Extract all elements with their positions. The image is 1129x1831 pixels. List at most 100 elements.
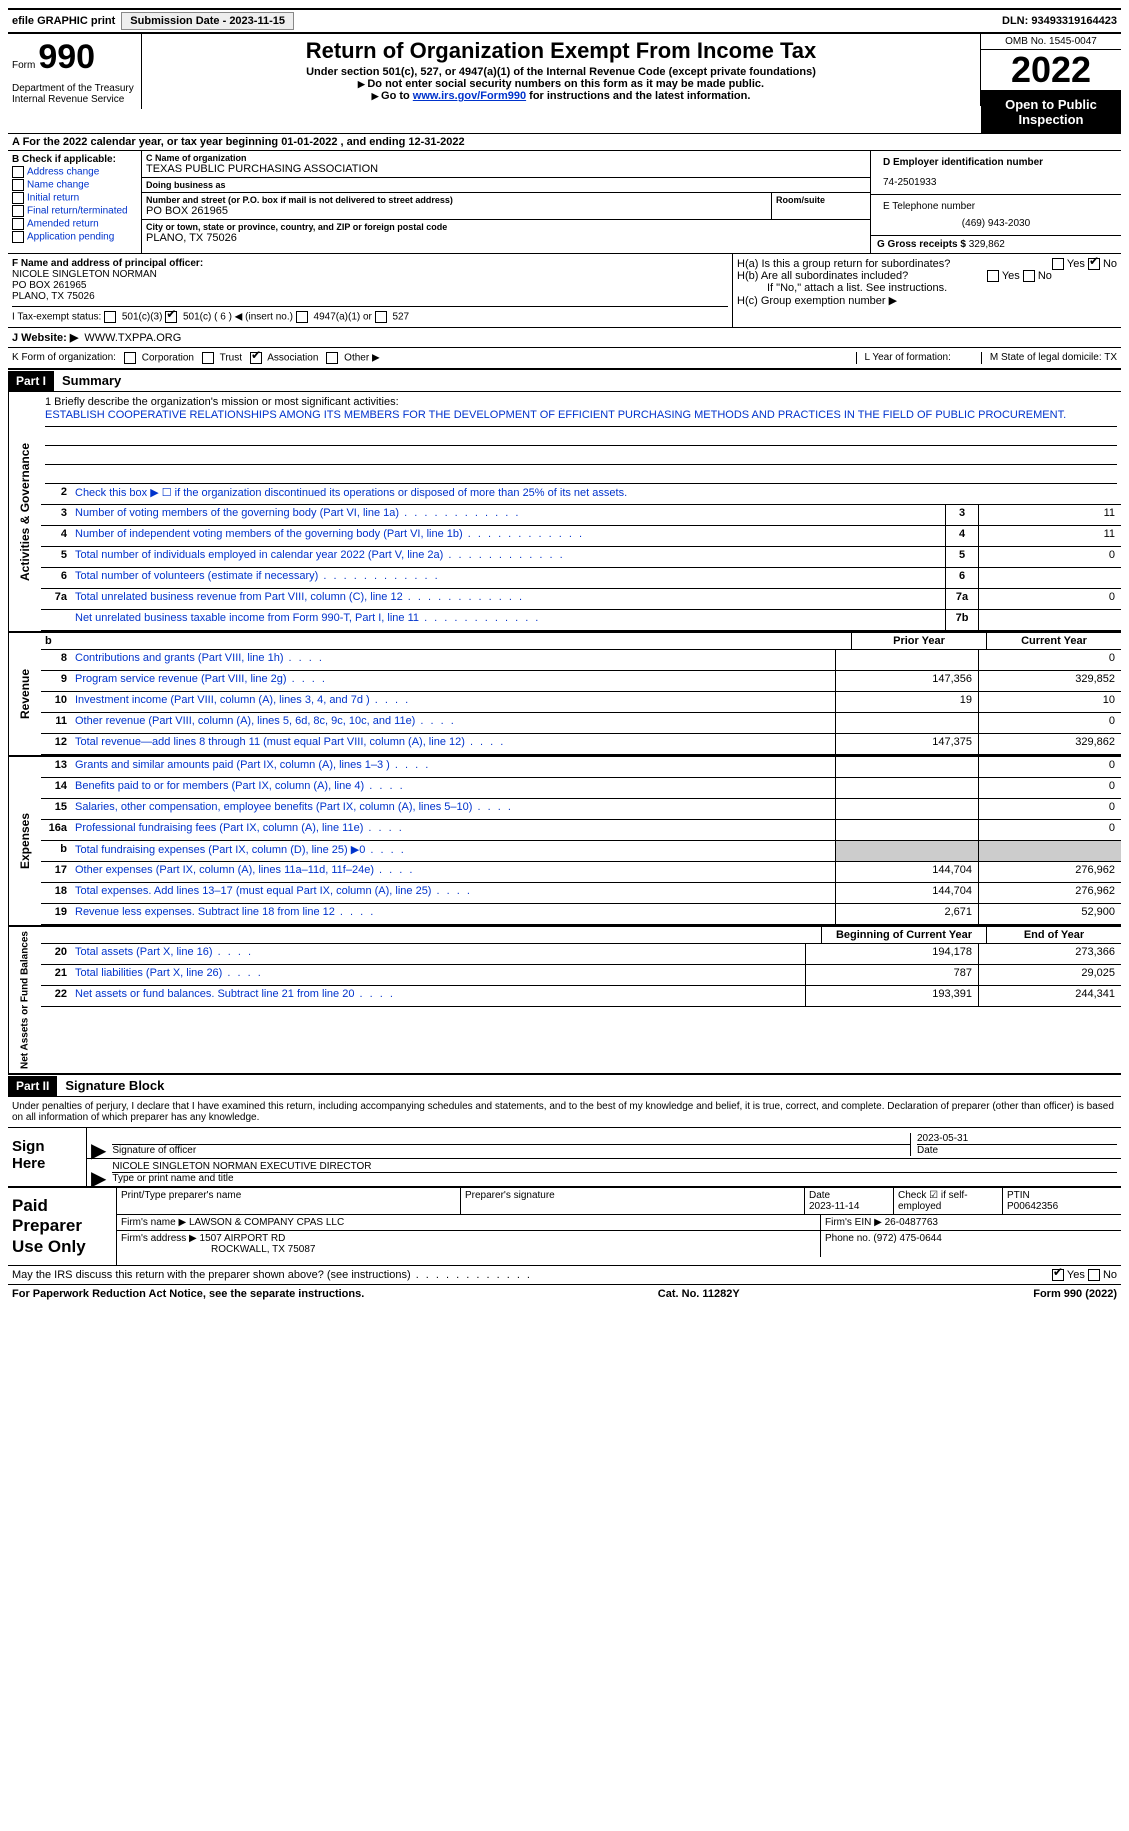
line-num: 21 [41,965,71,985]
cb-other[interactable] [326,352,338,364]
hc-label: H(c) Group exemption number ▶ [737,294,1117,307]
officer-signature-label: Signature of officer [112,1145,910,1156]
line-desc: Other revenue (Part VIII, column (A), li… [71,713,835,733]
box-b-title: B Check if applicable: [12,154,137,165]
end-year-hdr: End of Year [986,927,1121,943]
form-header: Form 990 Department of the Treasury Inte… [8,34,1121,134]
box-f-i-j: F Name and address of principal officer:… [8,254,733,327]
cb-discuss-no[interactable] [1088,1269,1100,1281]
footer-row: For Paperwork Reduction Act Notice, see … [8,1285,1121,1303]
line-2-num: 2 [41,484,71,504]
data-row: 12 Total revenue—add lines 8 through 11 … [41,734,1121,755]
cb-initial-return[interactable]: Initial return [12,192,137,204]
phone-label: E Telephone number [877,198,1115,215]
beginning-year-hdr: Beginning of Current Year [821,927,986,943]
line-box: 7a [945,589,978,609]
mission-label: 1 Briefly describe the organization's mi… [45,396,1117,408]
line-value [978,610,1121,630]
ein-label: D Employer identification number [877,154,1115,171]
ha-label: H(a) Is this a group return for subordin… [737,258,950,270]
mission-text: ESTABLISH COOPERATIVE RELATIONSHIPS AMON… [45,408,1117,427]
firm-addr-label: Firm's address ▶ [121,1233,197,1244]
line-2-desc: Check this box ▶ ☐ if the organization d… [71,484,1121,504]
sign-here-label: Sign Here [8,1128,87,1186]
line-num: 10 [41,692,71,712]
submission-date-button[interactable]: Submission Date - 2023-11-15 [121,12,294,30]
revenue-header-row: b Prior Year Current Year [41,633,1121,650]
subtitle-3: Go to www.irs.gov/Form990 for instructio… [148,90,974,102]
vtab-activities: Activities & Governance [8,392,41,631]
current-value: 329,862 [978,734,1121,754]
state-domicile: M State of legal domicile: TX [981,352,1117,364]
firm-phone-value: (972) 475-0644 [873,1233,941,1244]
summary-row: 7a Total unrelated business revenue from… [41,589,1121,610]
line-value: 0 [978,589,1121,609]
prior-year-hdr: Prior Year [851,633,986,649]
line-desc: Revenue less expenses. Subtract line 18 … [71,904,835,924]
cb-4947[interactable] [296,311,308,323]
omb-number: OMB No. 1545-0047 [981,34,1121,50]
prep-date-value: 2023-11-14 [809,1201,889,1212]
cb-527[interactable] [375,311,387,323]
line-desc: Total assets (Part X, line 16) [71,944,805,964]
part-1-title: Summary [54,370,129,391]
prep-self-employed: Check ☑ if self-employed [894,1188,1003,1214]
cb-ha-yes[interactable] [1052,258,1064,270]
discuss-text: May the IRS discuss this return with the… [12,1269,532,1281]
cell-gray [835,841,978,861]
line-box: 3 [945,505,978,525]
firm-name-value: LAWSON & COMPANY CPAS LLC [189,1217,344,1228]
line-desc: Investment income (Part VIII, column (A)… [71,692,835,712]
cb-address-change[interactable]: Address change [12,166,137,178]
cb-final-return[interactable]: Final return/terminated [12,205,137,217]
prior-value: 147,375 [835,734,978,754]
cb-corp[interactable] [124,352,136,364]
line-desc: Benefits paid to or for members (Part IX… [71,778,835,798]
cb-hb-yes[interactable] [987,270,999,282]
data-row: 20 Total assets (Part X, line 16) 194,17… [41,944,1121,965]
line-num [41,610,71,630]
instructions-link[interactable]: www.irs.gov/Form990 [413,90,526,102]
cb-501c[interactable] [165,311,177,323]
officer-print-label: Type or print name and title [112,1173,1117,1184]
officer-addr2: PLANO, TX 75026 [12,291,728,302]
prior-value: 144,704 [835,883,978,903]
cb-ha-no[interactable] [1088,258,1100,270]
cb-hb-no[interactable] [1023,270,1035,282]
box-j: J Website: ▶ WWW.TXPPA.ORG [8,328,1121,348]
discuss-row: May the IRS discuss this return with the… [8,1266,1121,1285]
prior-value [835,820,978,840]
line-num: 15 [41,799,71,819]
prior-value [835,713,978,733]
summary-row: Net unrelated business taxable income fr… [41,610,1121,631]
firm-name-label: Firm's name ▶ [121,1217,186,1228]
current-value: 329,852 [978,671,1121,691]
line-num: 18 [41,883,71,903]
line-num: 17 [41,862,71,882]
line-num: 5 [41,547,71,567]
current-value: 10 [978,692,1121,712]
efile-label: efile GRAPHIC print [12,15,115,27]
website-label: J Website: ▶ [12,331,78,344]
tax-status-label: I Tax-exempt status: [12,312,101,323]
ptin-value: P00642356 [1007,1201,1117,1212]
cb-name-change[interactable]: Name change [12,179,137,191]
cb-discuss-yes[interactable] [1052,1269,1064,1281]
cb-501c3[interactable] [104,311,116,323]
cb-amended-return[interactable]: Amended return [12,218,137,230]
cb-trust[interactable] [202,352,214,364]
line-box: 6 [945,568,978,588]
vtab-net-assets: Net Assets or Fund Balances [8,927,41,1073]
title-box: Return of Organization Exempt From Incom… [142,34,981,106]
sig-arrow-icon-2: ▶ [91,1174,106,1184]
cb-application-pending[interactable]: Application pending [12,231,137,243]
line-desc: Total unrelated business revenue from Pa… [71,589,945,609]
data-row: 14 Benefits paid to or for members (Part… [41,778,1121,799]
cb-assoc[interactable] [250,352,262,364]
part-1-header: Part I Summary [8,370,1121,392]
line-value: 11 [978,505,1121,525]
line-desc: Total revenue—add lines 8 through 11 (mu… [71,734,835,754]
current-value: 52,900 [978,904,1121,924]
box-h: H(a) Is this a group return for subordin… [733,254,1121,327]
line-box: 7b [945,610,978,630]
